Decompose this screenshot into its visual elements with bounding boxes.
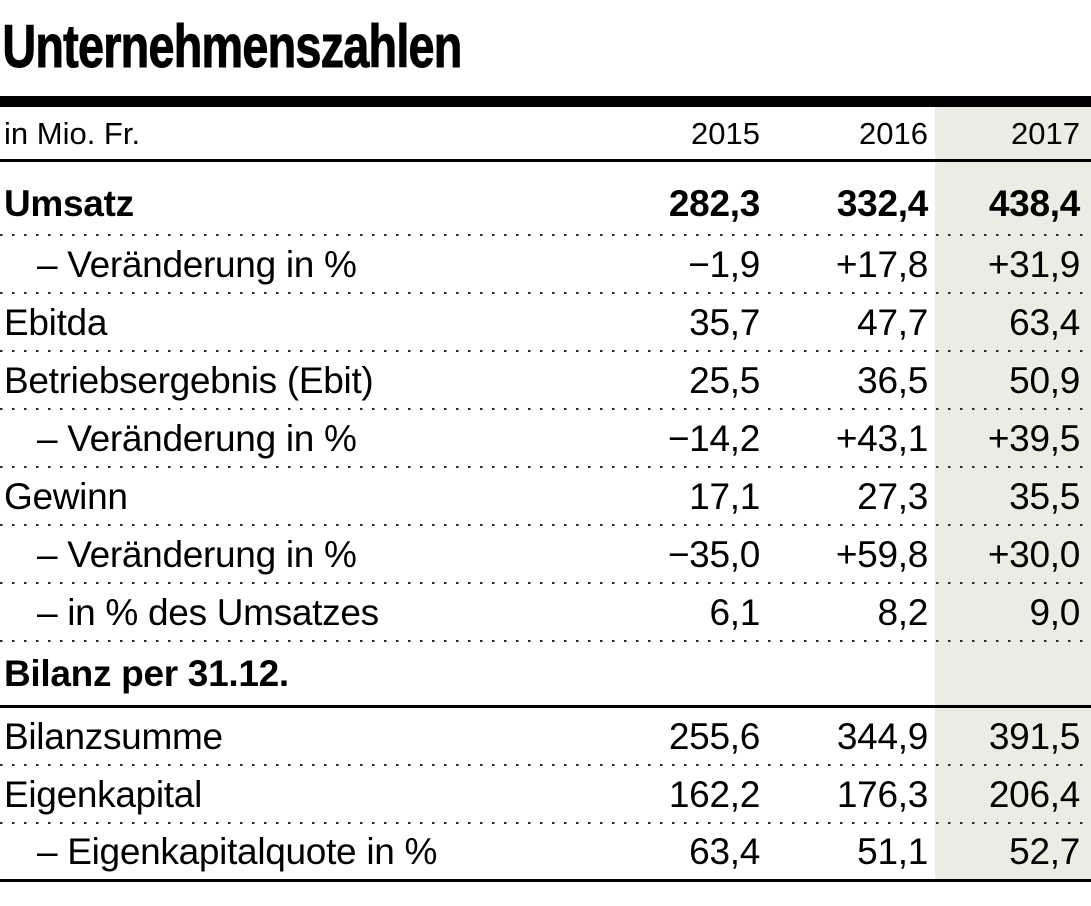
row-label: – Veränderung in %: [37, 534, 357, 575]
table-row: Ebitda 35,7 47,7 63,4: [0, 294, 1091, 352]
table-row: – in % des Umsatzes 6,1 8,2 9,0: [0, 584, 1091, 642]
column-header-2017: 2017: [1011, 116, 1080, 151]
row-label: Umsatz: [4, 183, 134, 224]
table-row: Betriebsergebnis (Ebit) 25,5 36,5 50,9: [0, 352, 1091, 410]
value-2017: 438,4: [988, 183, 1080, 224]
value-2015: 282,3: [668, 183, 760, 224]
value-2015: 17,1: [689, 476, 760, 517]
value-2017: 35,5: [1009, 476, 1080, 517]
value-2016: 332,4: [836, 183, 928, 224]
value-2015: 162,2: [668, 774, 760, 815]
value-2016: +59,8: [835, 534, 928, 575]
value-2016: +17,8: [835, 244, 928, 285]
value-2016: 176,3: [836, 774, 928, 815]
value-2016: 47,7: [857, 302, 928, 343]
row-label: Gewinn: [4, 476, 128, 517]
value-2015: 25,5: [689, 360, 760, 401]
value-2017: 50,9: [1009, 360, 1080, 401]
value-2015: −14,2: [667, 418, 760, 459]
row-label: Eigenkapital: [4, 774, 202, 815]
value-2016: 36,5: [857, 360, 928, 401]
value-2016: +43,1: [835, 418, 928, 459]
value-2017: 206,4: [988, 774, 1080, 815]
table-row: Gewinn 17,1 27,3 35,5: [0, 468, 1091, 526]
column-header-2016: 2016: [859, 116, 928, 151]
row-label: Ebitda: [4, 302, 108, 343]
value-2017: 9,0: [1029, 592, 1080, 633]
row-label: Betriebsergebnis (Ebit): [4, 360, 374, 401]
value-2015: 6,1: [709, 592, 760, 633]
title-rule: [0, 96, 1091, 107]
table-row: – Eigenkapitalquote in % 63,4 51,1 52,7: [0, 824, 1091, 882]
row-label: – Veränderung in %: [37, 418, 357, 459]
row-label: – in % des Umsatzes: [37, 592, 379, 633]
figure-title: Unternehmenszahlen: [2, 13, 463, 80]
table-row: – Veränderung in % −1,9 +17,8 +31,9: [0, 236, 1091, 294]
value-2015: −35,0: [667, 534, 760, 575]
value-2015: 35,7: [689, 302, 760, 343]
table-header-row: in Mio. Fr. 2015 2016 2017: [0, 107, 1091, 162]
value-2016: 27,3: [857, 476, 928, 517]
value-2016: 51,1: [857, 830, 928, 872]
value-2017: 63,4: [1009, 302, 1080, 343]
table-rows: Umsatz 282,3 332,4 438,4 – Veränderung in % −…: [0, 162, 1091, 882]
table-row: – Veränderung in % −35,0 +59,8 +30,0: [0, 526, 1091, 584]
value-2015: −1,9: [688, 244, 760, 285]
value-2017: 391,5: [988, 716, 1080, 757]
row-label: Bilanz per 31.12.: [4, 652, 289, 694]
value-2017: +39,5: [987, 418, 1080, 459]
value-2015: 255,6: [668, 716, 760, 757]
row-label: – Eigenkapitalquote in %: [37, 830, 438, 872]
value-2015: 63,4: [689, 830, 760, 872]
value-2017: 52,7: [1009, 830, 1080, 872]
row-label: Bilanzsumme: [4, 716, 223, 757]
value-2016: 8,2: [877, 592, 928, 633]
table-row: – Veränderung in % −14,2 +43,1 +39,5: [0, 410, 1091, 468]
row-label: – Veränderung in %: [37, 244, 357, 285]
value-2016: 344,9: [836, 716, 928, 757]
value-2017: +30,0: [987, 534, 1080, 575]
table-row: Bilanzsumme 255,6 344,9 391,5: [0, 708, 1091, 766]
unit-label: in Mio. Fr.: [4, 116, 141, 151]
table-row: Bilanz per 31.12.: [0, 642, 1091, 708]
table-row: Eigenkapital 162,2 176,3 206,4: [0, 766, 1091, 824]
value-2017: +31,9: [987, 244, 1080, 285]
table-row: Umsatz 282,3 332,4 438,4: [0, 162, 1091, 236]
column-header-2015: 2015: [691, 116, 760, 151]
